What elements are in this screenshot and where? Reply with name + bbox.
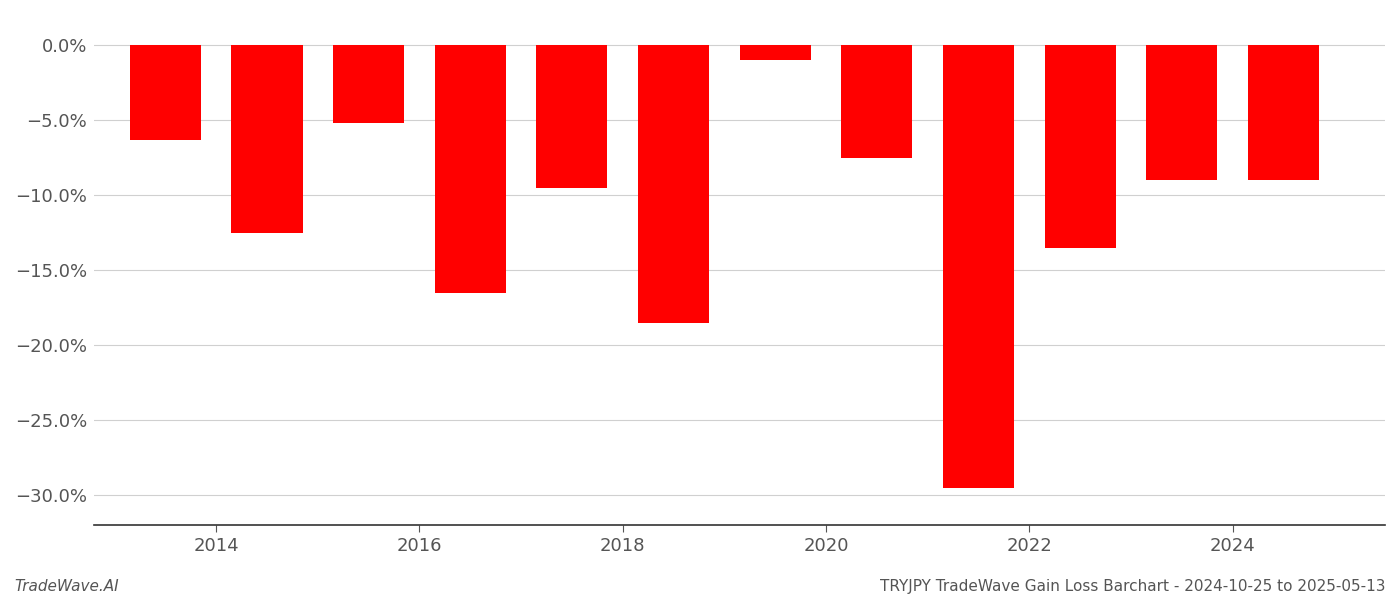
Bar [638,45,710,323]
Bar [942,45,1014,488]
Bar [434,45,505,293]
Bar [1044,45,1116,248]
Bar [333,45,405,123]
Bar [1247,45,1319,180]
Bar [739,45,811,60]
Text: TradeWave.AI: TradeWave.AI [14,579,119,594]
Bar [130,45,202,140]
Bar [536,45,608,188]
Text: TRYJPY TradeWave Gain Loss Barchart - 2024-10-25 to 2025-05-13: TRYJPY TradeWave Gain Loss Barchart - 20… [881,579,1386,594]
Bar [1147,45,1217,180]
Bar [231,45,302,233]
Bar [841,45,913,158]
